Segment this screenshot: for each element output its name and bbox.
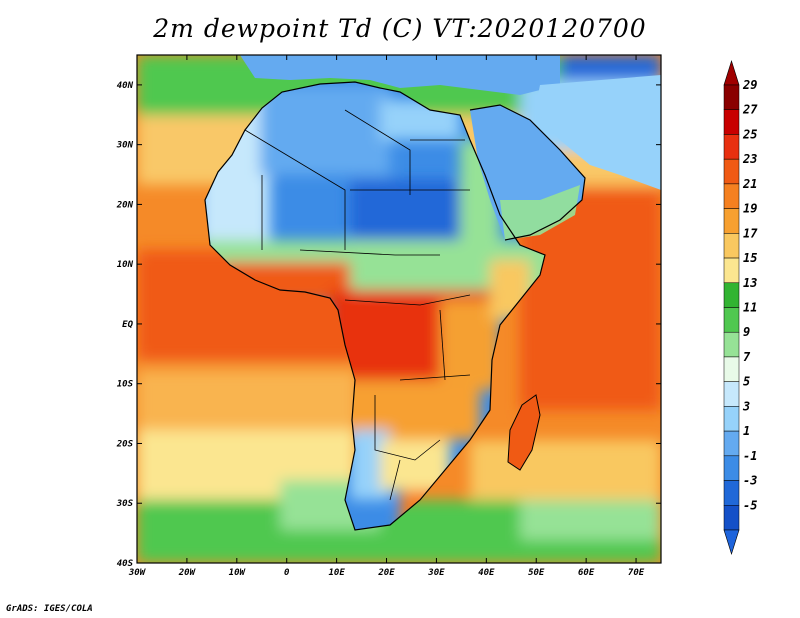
lon-tick-label: 60E (578, 568, 595, 578)
lon-tick-label: 10W (229, 568, 247, 578)
colorbar-swatch (723, 455, 740, 481)
country-borders (244, 109, 471, 501)
colorbar-swatch (723, 183, 740, 209)
colorbar-swatch (723, 84, 740, 110)
lon-tick-label: 30W (128, 568, 147, 578)
lon-tick-label: 40E (478, 568, 495, 578)
colorbar-swatch (723, 109, 740, 135)
colorbar-swatch (723, 134, 740, 160)
map-title: 2m dewpoint Td (C) VT:2020120700 (153, 14, 647, 43)
lat-tick-label: 20N (116, 200, 134, 210)
colorbar-swatch (723, 480, 740, 506)
colorbar (723, 59, 740, 556)
lat-tick-label: 40N (117, 81, 134, 91)
colorbar-label: -5 (743, 498, 757, 512)
colorbar-swatch (723, 505, 740, 531)
lat-tick-label: 10N (117, 260, 134, 270)
lat-tick-label: 30N (116, 141, 134, 151)
lon-tick-label: 0 (284, 568, 290, 578)
colorbar-swatch (723, 282, 740, 308)
longitude-tick-labels: 30W 20W 10W 0 10E 20E 30E 40E 50E 60E 70E (128, 568, 645, 578)
iran-land (535, 75, 661, 190)
lon-tick-label: 50E (528, 568, 545, 578)
plot-frame (136, 54, 662, 564)
colorbar-label: -1 (743, 449, 757, 463)
colorbar-swatch (723, 307, 740, 333)
colorbar-swatch (723, 381, 740, 407)
colorbar-label: 23 (742, 152, 757, 166)
lon-tick-label: 20W (178, 568, 197, 578)
colorbar-label: 25 (742, 127, 757, 141)
colorbar-label: 17 (743, 226, 758, 240)
colorbar-swatch (723, 208, 740, 234)
lat-tick-label: 30S (116, 499, 134, 509)
colorbar-label: 21 (742, 177, 757, 191)
lat-tick-label: EQ (122, 320, 133, 330)
madagascar-land (507, 394, 541, 471)
axis-ticks (136, 55, 661, 564)
colorbar-swatch (723, 257, 740, 284)
colorbar-label: 13 (743, 276, 757, 290)
europe-land (240, 55, 560, 95)
lon-tick-label: 70E (628, 568, 645, 578)
lat-tick-label: 20S (116, 439, 134, 449)
lon-tick-label: 10E (328, 568, 345, 578)
colorbar-labels: 29 27 25 23 21 19 17 15 13 11 9 7 5 3 1 -1 -3 -5 (742, 78, 758, 512)
colorbar-swatch (723, 158, 740, 185)
colorbar-label: 19 (743, 202, 757, 216)
lon-tick-label: 30E (427, 568, 445, 578)
grads-credit: GrADS: IGES/COLA (6, 604, 93, 614)
colorbar-swatch (723, 233, 740, 259)
lat-tick-label: 10S (117, 380, 134, 390)
colorbar-label: 3 (742, 399, 750, 413)
colorbar-label: -3 (743, 474, 757, 488)
colorbar-top-arrow (723, 59, 740, 86)
colorbar-swatch (723, 356, 740, 382)
colorbar-label: 5 (743, 375, 750, 389)
latitude-tick-labels: 40N 30N 20N 10N EQ 10S 20S 30S 40S (116, 81, 134, 569)
colorbar-label: 1 (743, 424, 750, 438)
lat-tick-label: 40S (117, 559, 134, 569)
colorbar-label: 9 (743, 325, 750, 339)
colorbar-label: 29 (742, 78, 757, 92)
lon-tick-label: 20E (377, 568, 395, 578)
colorbar-label: 7 (743, 350, 751, 364)
colorbar-label: 27 (742, 103, 758, 117)
plot-area (137, 55, 661, 563)
colorbar-swatch (723, 430, 740, 457)
colorbar-label: 11 (743, 301, 757, 315)
colorbar-swatch (723, 406, 740, 432)
arabia-south-land (500, 185, 580, 240)
colorbar-label: 15 (743, 251, 757, 265)
colorbar-swatch (723, 331, 740, 358)
colorbar-bottom-arrow (723, 529, 740, 556)
